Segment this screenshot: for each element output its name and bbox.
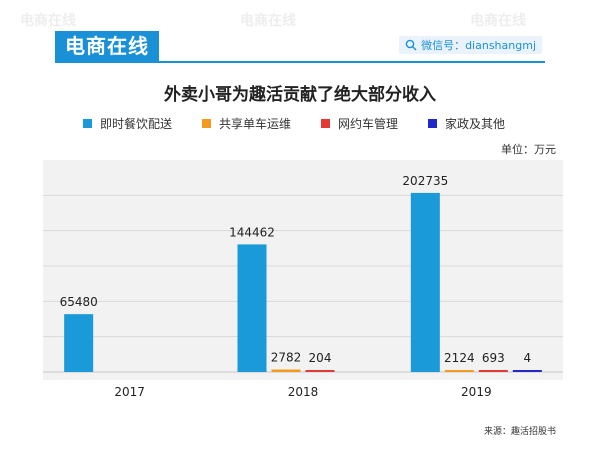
data-label: 2782 — [271, 351, 302, 365]
x-tick-label: 2019 — [461, 385, 492, 399]
bar — [271, 369, 301, 372]
legend-label: 共享单车运维 — [219, 117, 292, 131]
x-tick-label: 2017 — [114, 385, 145, 399]
data-label: 65480 — [60, 295, 98, 309]
legend-label: 网约车管理 — [338, 117, 399, 131]
bar — [237, 244, 267, 372]
legend-item: 共享单车运维 — [202, 115, 291, 132]
search-icon — [405, 39, 417, 51]
legend-item: 家政及其他 — [428, 115, 505, 132]
legend-swatch — [428, 119, 438, 128]
chart-plot-area — [43, 160, 563, 380]
data-label: 202735 — [402, 174, 448, 188]
bar — [64, 314, 94, 372]
brand-logo: 电商在线 — [55, 31, 159, 61]
data-label: 2124 — [444, 351, 475, 365]
data-label: 4 — [524, 351, 532, 365]
source-label: 来源：趣活招股书 — [483, 427, 556, 437]
legend-item: 网约车管理 — [321, 115, 398, 132]
unit-label: 单位：万元 — [501, 143, 556, 156]
bar — [410, 192, 440, 372]
legend-label: 家政及其他 — [445, 117, 506, 131]
data-label: 144462 — [229, 225, 275, 239]
chart-title: 外卖小哥为趣活贡献了绝大部分收入 — [164, 85, 436, 105]
legend-swatch — [83, 119, 92, 128]
legend-swatch — [321, 119, 331, 128]
legend-label: 即时餐饮配送 — [100, 117, 173, 131]
legend-item: 即时餐饮配送 — [83, 115, 172, 132]
data-label: 693 — [482, 351, 505, 365]
bar — [478, 370, 508, 372]
wechat-badge: 微信号：dianshangmj — [399, 36, 542, 54]
data-label: 204 — [309, 351, 332, 365]
bar — [444, 370, 474, 372]
x-tick-label: 2018 — [288, 385, 319, 399]
bar — [305, 370, 335, 372]
bar — [512, 370, 542, 372]
wechat-label: 微信号：dianshangmj — [421, 39, 536, 52]
chart-legend: 即时餐饮配送 共享单车运维 网约车管理 家政及其他 — [83, 115, 505, 132]
brand-divider — [55, 61, 545, 63]
legend-swatch — [202, 119, 212, 128]
